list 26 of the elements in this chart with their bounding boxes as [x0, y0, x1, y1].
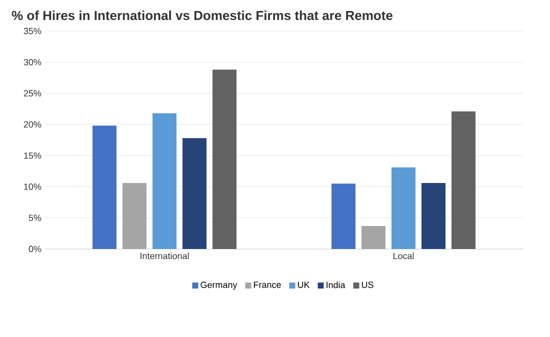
bar — [451, 111, 476, 249]
bar — [212, 70, 236, 249]
y-tick-label: 15% — [24, 152, 42, 159]
x-tick-label: Local — [393, 252, 414, 260]
bar — [421, 182, 446, 249]
y-tick-label: 20% — [24, 121, 42, 128]
bar — [182, 138, 207, 249]
y-tick-label: 30% — [24, 58, 42, 66]
legend-label: UK — [298, 282, 310, 288]
legend-label: Germany — [200, 282, 238, 290]
y-tick-label: 35% — [24, 28, 42, 34]
bar — [361, 226, 386, 249]
y-tick-label: 10% — [24, 184, 42, 190]
chart-title: % of Hires in International vs Domestic Firms that are Remote — [12, 10, 392, 20]
legend-label: India — [326, 282, 346, 288]
bar — [332, 184, 356, 249]
legend-label: France — [254, 282, 281, 288]
y-tick-label: 5% — [28, 214, 42, 222]
y-tick-label: 0% — [28, 246, 42, 252]
legend-label: US — [362, 282, 374, 288]
x-tick-label: International — [140, 252, 189, 260]
bar — [92, 126, 117, 249]
bar — [122, 182, 147, 249]
y-tick-label: 25% — [24, 90, 42, 96]
bar — [392, 167, 416, 249]
bar — [152, 113, 177, 249]
